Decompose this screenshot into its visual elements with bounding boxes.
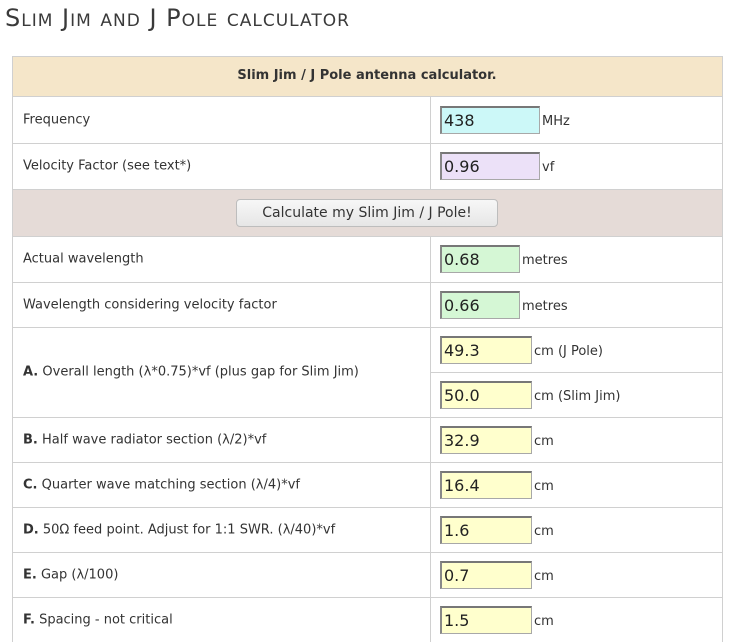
input-field[interactable]: 0.96 — [440, 152, 540, 180]
unit-label: cm — [534, 478, 554, 494]
table-cell — [12, 597, 431, 642]
row-label: F. Spacing - not critical — [23, 612, 173, 627]
result-field: 0.66 — [440, 290, 520, 319]
table-cell — [12, 143, 431, 190]
result-field: 0.68 — [440, 245, 520, 273]
result-field: 16.4 — [440, 470, 532, 499]
unit-label: MHz — [542, 113, 570, 129]
result-field: 50.0 — [440, 380, 532, 409]
row-letter: C. — [23, 477, 38, 492]
row-letter: F. — [23, 612, 35, 627]
row-label-text: Overall length (λ*0.75)*vf (plus gap for… — [42, 364, 359, 380]
input-field[interactable]: 438 — [440, 105, 540, 134]
row-label: E. Gap (λ/100) — [23, 567, 118, 582]
result-field: 32.9 — [440, 425, 532, 454]
unit-label: cm — [534, 523, 554, 539]
unit-label: cm (J Pole) — [534, 343, 603, 359]
row-label-text: Half wave radiator section (λ/2)*vf — [42, 432, 267, 447]
row-label: C. Quarter wave matching section (λ/4)*v… — [23, 477, 300, 492]
unit-label: metres — [522, 298, 568, 314]
unit-label: vf — [542, 160, 555, 175]
row-label: Actual wavelength — [23, 251, 144, 267]
result-field: 0.7 — [440, 560, 532, 589]
calculate-button[interactable]: Calculate my Slim Jim / J Pole! — [236, 199, 498, 227]
row-letter: D. — [23, 522, 39, 537]
row-label: D. 50Ω feed point. Adjust for 1:1 SWR. (… — [23, 522, 335, 537]
table-header: Slim Jim / J Pole antenna calculator. — [237, 68, 497, 83]
unit-label: cm — [534, 433, 554, 449]
unit-label: metres — [522, 253, 568, 268]
result-field: 1.5 — [440, 605, 532, 634]
row-label-text: 50Ω feed point. Adjust for 1:1 SWR. (λ/4… — [42, 522, 336, 537]
row-letter: B. — [23, 432, 38, 447]
row-label: Wavelength considering velocity factor — [23, 297, 277, 312]
row-label-text: Spacing - not critical — [39, 612, 173, 627]
result-field: 49.3 — [440, 335, 532, 364]
unit-label: cm — [534, 568, 554, 584]
row-label: Frequency — [23, 112, 91, 127]
result-field: 1.6 — [440, 515, 532, 544]
table-cell — [12, 417, 431, 463]
page-title: Slim Jim and J Pole calculator — [5, 4, 350, 32]
table-cell — [12, 56, 723, 97]
row-letter: E. — [23, 567, 37, 582]
table-cell — [430, 96, 723, 144]
row-letter: A. — [23, 364, 39, 380]
row-label: Velocity Factor (see text*) — [23, 158, 192, 174]
table-cell — [12, 552, 431, 598]
unit-label: cm (Slim Jim) — [534, 388, 621, 404]
row-label-text: Quarter wave matching section (λ/4)*vf — [41, 477, 300, 492]
row-label: B. Half wave radiator section (λ/2)*vf — [23, 432, 266, 447]
row-label: A. Overall length (λ*0.75)*vf (plus gap … — [23, 365, 359, 380]
unit-label: cm — [534, 613, 554, 629]
row-label-text: Gap (λ/100) — [40, 567, 119, 582]
table-cell — [12, 282, 431, 328]
